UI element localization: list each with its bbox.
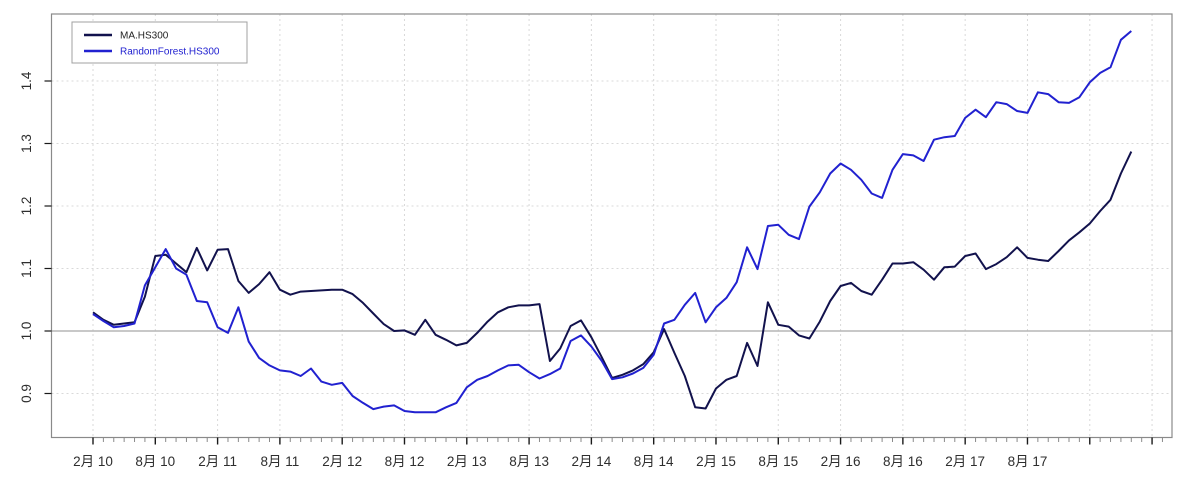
series-line-ma — [92, 151, 1133, 410]
x-tick-label: 2月 10 — [73, 454, 113, 469]
x-tick-label: 2月 14 — [571, 454, 611, 469]
legend: MA.HS300 RandomForest.HS300 — [71, 21, 248, 64]
y-tick-label: 1.0 — [19, 322, 34, 341]
x-tick-label: 2月 17 — [945, 454, 985, 469]
plot-box — [50, 13, 1173, 439]
x-tick-label: 2月 13 — [447, 454, 487, 469]
x-tick-label: 8月 12 — [385, 454, 425, 469]
y-tick-label: 0.9 — [19, 384, 34, 403]
legend-box — [71, 21, 248, 64]
x-tick-label: 2月 15 — [696, 454, 736, 469]
legend-label-randomforest: RandomForest.HS300 — [120, 47, 220, 58]
x-tick-label: 8月 11 — [261, 454, 300, 469]
x-tick-label: 8月 13 — [509, 454, 549, 469]
x-tick-label: 2月 12 — [322, 454, 362, 469]
series-line-randomforest — [92, 30, 1132, 414]
y-tick-label: 1.1 — [19, 259, 34, 278]
x-tick-label: 2月 11 — [198, 454, 237, 469]
x-tick-label: 2月 16 — [821, 454, 861, 469]
x-tick-label: 8月 16 — [883, 454, 923, 469]
x-tick-label: 8月 15 — [758, 454, 798, 469]
y-tick-label: 1.2 — [19, 197, 34, 216]
legend-label-ma: MA.HS300 — [120, 31, 169, 42]
x-tick-label: 8月 17 — [1008, 454, 1048, 469]
x-tick-label: 8月 10 — [135, 454, 175, 469]
x-tick-label: 8月 14 — [634, 454, 674, 469]
y-tick-label: 1.3 — [19, 134, 34, 153]
y-tick-label: 1.4 — [19, 71, 34, 90]
